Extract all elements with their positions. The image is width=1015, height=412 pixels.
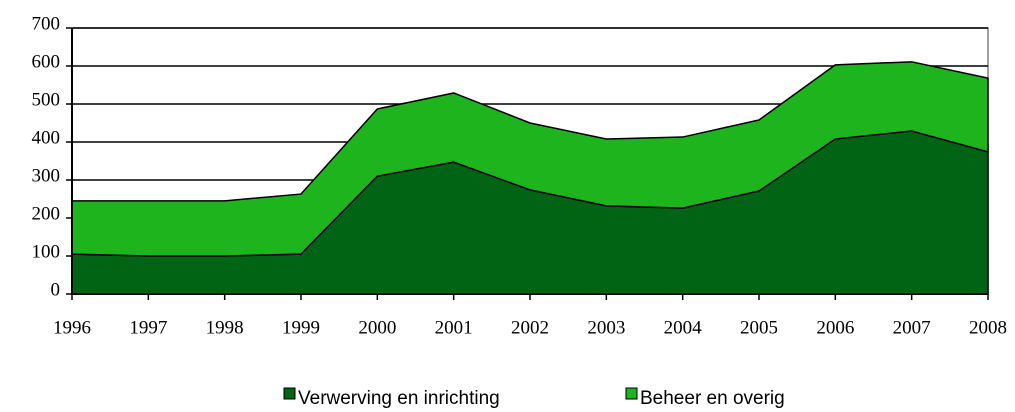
- y-tick-label: 100: [32, 241, 61, 262]
- legend-label: Beheer en overig: [640, 388, 785, 409]
- y-tick-label: 200: [32, 203, 61, 224]
- x-tick-label: 2002: [511, 317, 549, 338]
- x-tick-label: 1999: [282, 317, 320, 338]
- y-tick-label: 700: [32, 13, 61, 34]
- y-tick-label: 300: [32, 165, 61, 186]
- x-tick-label: 1997: [129, 317, 167, 338]
- x-tick-label: 2003: [587, 317, 625, 338]
- y-tick-label: 600: [32, 51, 61, 72]
- legend-swatch: [625, 387, 638, 400]
- x-tick-label: 1998: [206, 317, 244, 338]
- area: [71, 61, 989, 257]
- x-tick-label: 1996: [53, 317, 91, 338]
- y-tick-label: 400: [32, 127, 61, 148]
- x-tick-label: 2007: [893, 317, 931, 338]
- x-tick-label: 2004: [664, 317, 703, 338]
- x-tick-label: 2001: [435, 317, 473, 338]
- y-tick-label: 500: [32, 89, 61, 110]
- x-tick-label: 2000: [358, 317, 396, 338]
- x-tick-label: 2008: [969, 317, 1007, 338]
- legend-label: Verwerving en inrichting: [298, 388, 500, 409]
- x-tick-label: 2005: [740, 317, 778, 338]
- x-tick-label: 2006: [816, 317, 854, 338]
- y-tick-label: 0: [51, 279, 61, 300]
- legend-swatch: [283, 387, 296, 400]
